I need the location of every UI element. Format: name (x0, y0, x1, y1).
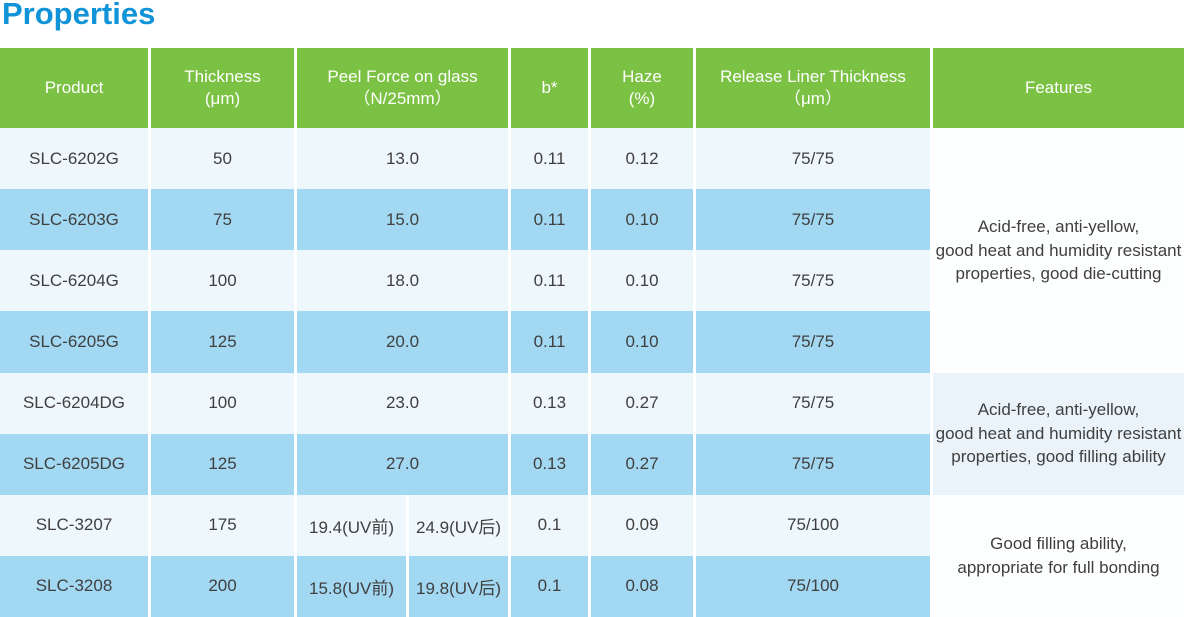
release-liner-cell: 75/75 (693, 189, 930, 251)
product-cell: SLC-6202G (0, 128, 148, 190)
product-cell: SLC-6203G (0, 189, 148, 251)
release-liner-cell: 75/100 (693, 494, 930, 556)
header-haze: Haze (%) (588, 48, 693, 129)
header-b-star: b* (508, 48, 588, 129)
header-product: Product (0, 48, 148, 129)
features-cell-group3: Good filling ability, appropriate for fu… (930, 494, 1184, 617)
thickness-cell: 75 (148, 189, 294, 251)
b-star-cell: 0.1 (508, 555, 588, 617)
b-star-cell: 0.11 (508, 311, 588, 373)
header-row: Product Thickness (μm) Peel Force on glas… (0, 48, 1184, 129)
header-release-liner: Release Liner Thickness （μm） (693, 48, 930, 129)
b-star-cell: 0.13 (508, 433, 588, 495)
table-row: SLC-3208 200 15.8(UV前) 19.8(UV后) 0.1 0.0… (0, 555, 1184, 617)
properties-table: Product Thickness (μm) Peel Force on glas… (0, 48, 1184, 617)
haze-cell: 0.12 (588, 128, 693, 190)
header-thickness: Thickness (μm) (148, 48, 294, 129)
product-cell: SLC-6204DG (0, 372, 148, 434)
thickness-cell: 125 (148, 311, 294, 373)
product-cell: SLC-6205G (0, 311, 148, 373)
peel-force-after-uv-cell: 24.9(UV后) (406, 494, 508, 556)
thickness-cell: 200 (148, 555, 294, 617)
haze-cell: 0.10 (588, 189, 693, 251)
release-liner-cell: 75/75 (693, 372, 930, 434)
peel-force-cell: 27.0 (294, 433, 508, 495)
thickness-cell: 50 (148, 128, 294, 190)
product-cell: SLC-6204G (0, 250, 148, 312)
peel-force-cell: 15.0 (294, 189, 508, 251)
table-row: SLC-6204DG 100 23.0 0.13 0.27 75/75 Acid… (0, 372, 1184, 495)
product-cell: SLC-6205DG (0, 433, 148, 495)
table-row: SLC-6204G 100 18.0 0.11 0.10 75/75 (0, 250, 1184, 312)
peel-force-cell: 23.0 (294, 372, 508, 434)
b-star-cell: 0.11 (508, 128, 588, 190)
peel-force-cell: 20.0 (294, 311, 508, 373)
thickness-cell: 100 (148, 372, 294, 434)
header-features: Features (930, 48, 1184, 129)
peel-force-before-uv-cell: 15.8(UV前) (294, 555, 406, 617)
b-star-cell: 0.11 (508, 250, 588, 312)
release-liner-cell: 75/75 (693, 250, 930, 312)
header-peel-force: Peel Force on glass （N/25mm） (294, 48, 508, 129)
release-liner-cell: 75/75 (693, 128, 930, 190)
thickness-cell: 125 (148, 433, 294, 495)
table-row: SLC-3207 175 19.4(UV前) 24.9(UV后) 0.1 0.0… (0, 494, 1184, 617)
table-row: SLC-6205G 125 20.0 0.11 0.10 75/75 (0, 311, 1184, 373)
b-star-cell: 0.11 (508, 189, 588, 251)
haze-cell: 0.10 (588, 250, 693, 312)
features-cell-group1: Acid-free, anti-yellow, good heat and hu… (930, 128, 1184, 373)
table-row: SLC-6202G 50 13.0 0.11 0.12 75/75 Acid-f… (0, 128, 1184, 373)
peel-force-cell: 13.0 (294, 128, 508, 190)
peel-force-before-uv-cell: 19.4(UV前) (294, 494, 406, 556)
peel-force-after-uv-cell: 19.8(UV后) (406, 555, 508, 617)
features-cell-group2: Acid-free, anti-yellow, good heat and hu… (930, 372, 1184, 495)
release-liner-cell: 75/75 (693, 433, 930, 495)
haze-cell: 0.09 (588, 494, 693, 556)
table-row: SLC-6205DG 125 27.0 0.13 0.27 75/75 (0, 433, 1184, 495)
haze-cell: 0.27 (588, 433, 693, 495)
haze-cell: 0.27 (588, 372, 693, 434)
page-title: Properties (2, 0, 156, 31)
b-star-cell: 0.13 (508, 372, 588, 434)
release-liner-cell: 75/75 (693, 311, 930, 373)
b-star-cell: 0.1 (508, 494, 588, 556)
thickness-cell: 175 (148, 494, 294, 556)
product-cell: SLC-3208 (0, 555, 148, 617)
release-liner-cell: 75/100 (693, 555, 930, 617)
product-cell: SLC-3207 (0, 494, 148, 556)
thickness-cell: 100 (148, 250, 294, 312)
table-row: SLC-6203G 75 15.0 0.11 0.10 75/75 (0, 189, 1184, 251)
haze-cell: 0.08 (588, 555, 693, 617)
haze-cell: 0.10 (588, 311, 693, 373)
peel-force-cell: 18.0 (294, 250, 508, 312)
